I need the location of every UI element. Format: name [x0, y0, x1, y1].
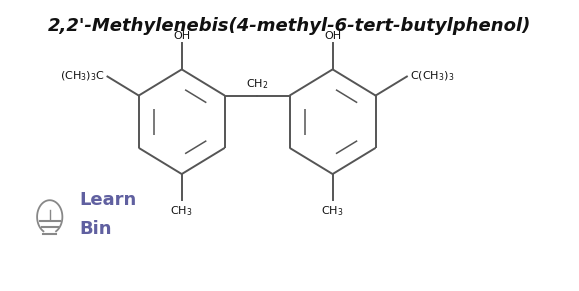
- Text: CH$_3$: CH$_3$: [170, 204, 193, 218]
- Text: 2,2'-Methylenebis(4-methyl-6-tert-butylphenol): 2,2'-Methylenebis(4-methyl-6-tert-butylp…: [48, 17, 531, 35]
- Text: Bin: Bin: [79, 220, 112, 238]
- Text: (CH$_3$)$_3$C: (CH$_3$)$_3$C: [60, 70, 105, 83]
- Text: Learn: Learn: [79, 191, 137, 209]
- Text: CH$_3$: CH$_3$: [321, 204, 344, 218]
- Text: OH: OH: [173, 31, 190, 41]
- Text: C(CH$_3$)$_3$: C(CH$_3$)$_3$: [409, 70, 454, 83]
- Text: OH: OH: [324, 31, 341, 41]
- Text: CH$_2$: CH$_2$: [246, 77, 268, 91]
